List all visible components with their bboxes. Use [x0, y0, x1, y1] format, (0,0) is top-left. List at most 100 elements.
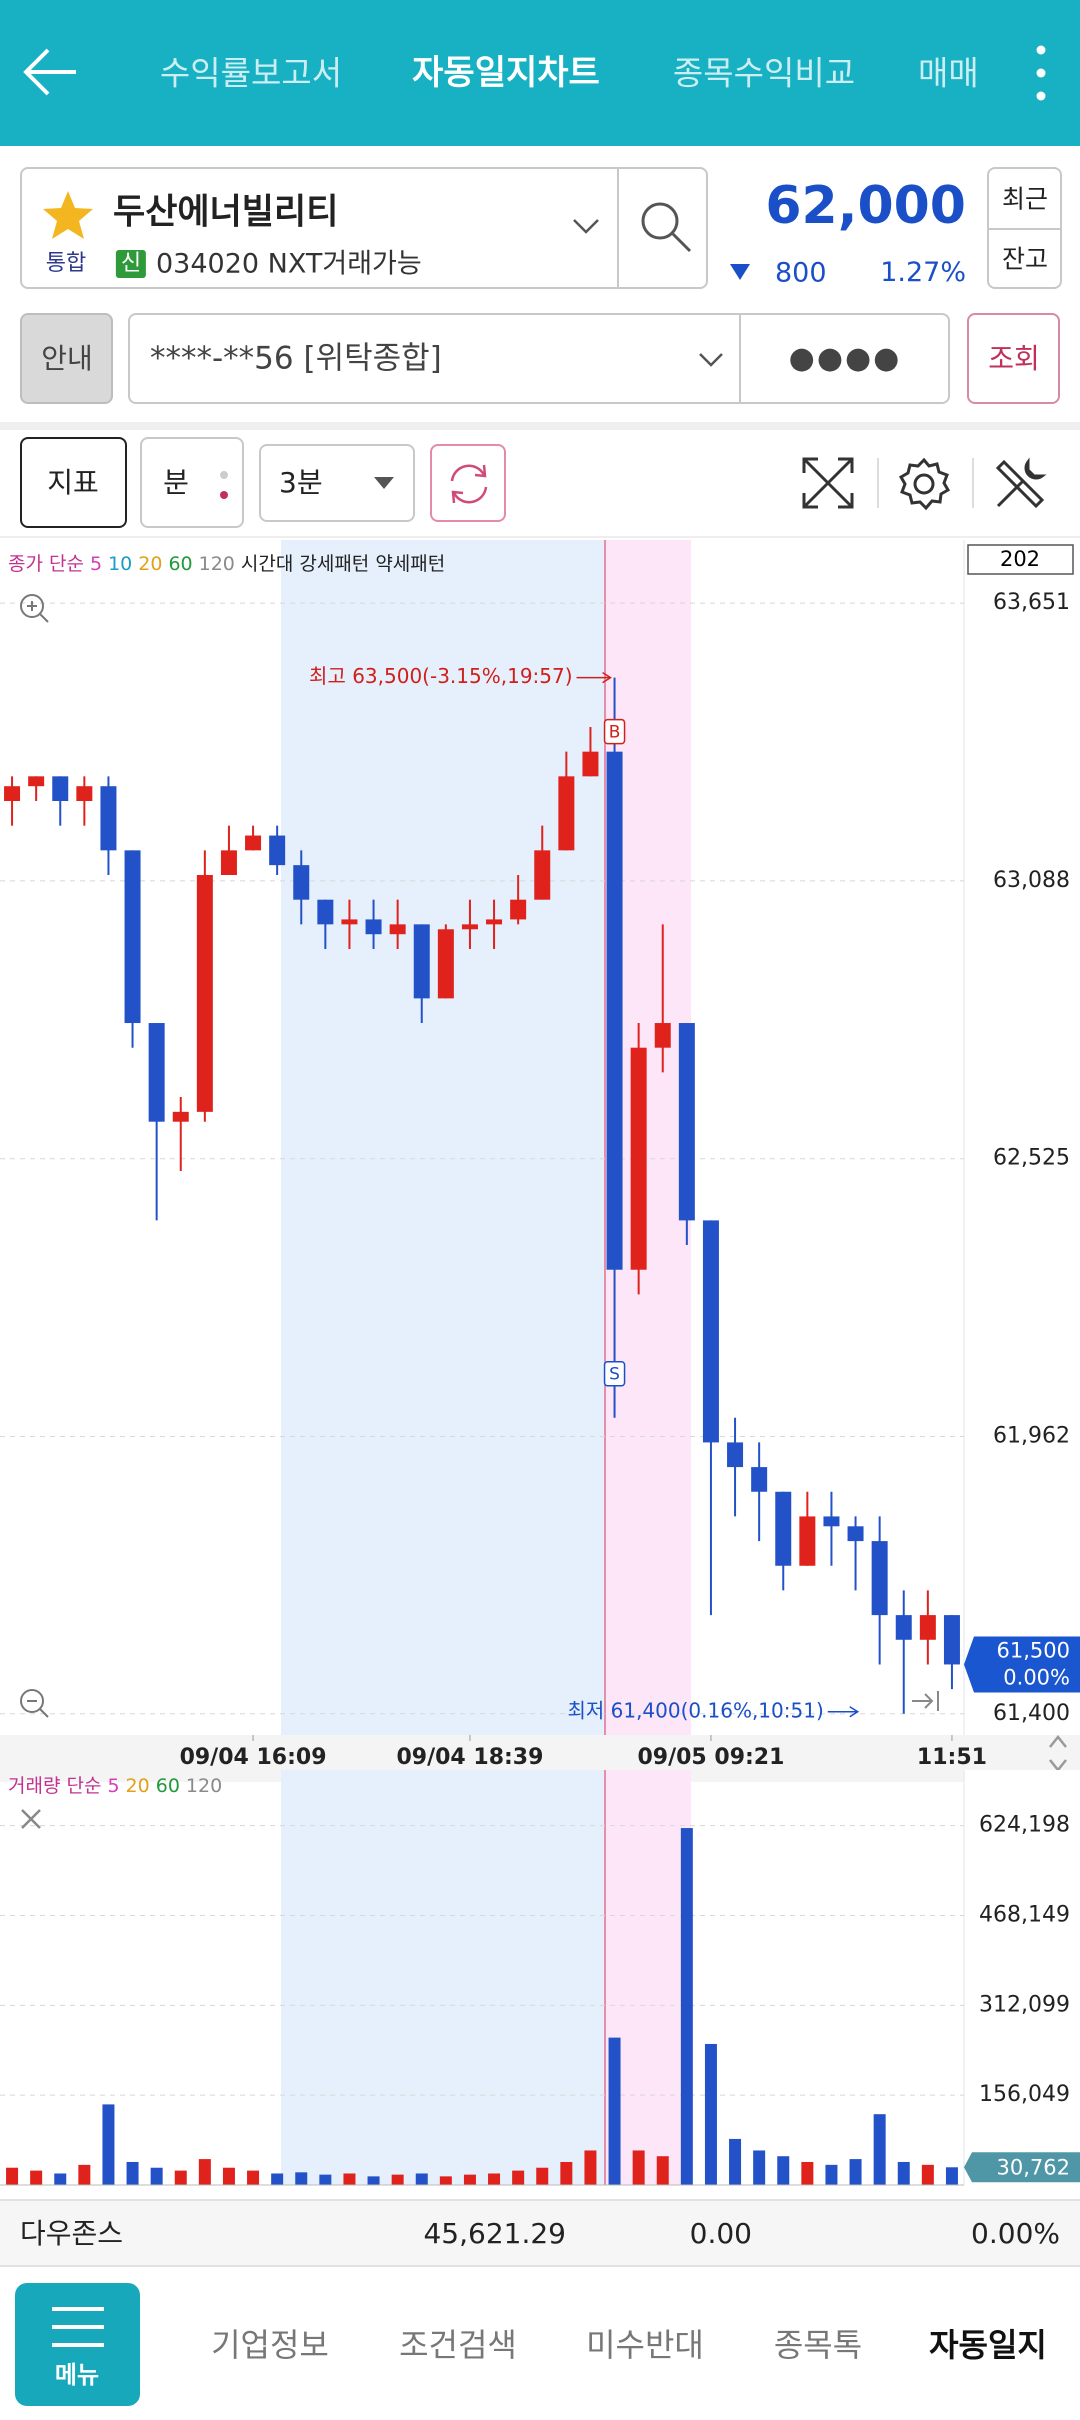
favorite-star[interactable]: [40, 189, 96, 243]
session-shade: [281, 540, 605, 1735]
volume-bar: [150, 2167, 163, 2185]
candle-body: [775, 1491, 792, 1566]
candle-body: [413, 924, 430, 999]
search-button[interactable]: [638, 199, 694, 255]
y-tick-label: 156,049: [979, 2082, 1070, 2107]
separator: [0, 536, 1080, 538]
volume-bar: [753, 2150, 766, 2185]
unit-button[interactable]: 분: [140, 437, 244, 528]
ticker-name: 다우존스: [20, 2217, 124, 2250]
low-annotation: 최저 61,400(0.16%,10:51): [567, 1698, 823, 1722]
candle-body: [317, 899, 334, 925]
divider: [989, 228, 1060, 230]
tab[interactable]: 매매: [918, 56, 979, 90]
candle-body: [389, 924, 406, 935]
zoom-button[interactable]: [20, 1689, 44, 1713]
legend: 종가 단순 5 10 20 60 120 시간대 강세패턴 약세패턴: [8, 553, 445, 575]
candle-body: [4, 786, 21, 802]
volume-bar: [78, 2164, 91, 2185]
volume-box: [964, 2152, 1080, 2183]
volume-bar: [102, 2104, 115, 2185]
zoom-button[interactable]: [20, 594, 44, 618]
candle-body: [293, 865, 310, 900]
candle-body: [654, 1023, 671, 1048]
credit-badge: 신: [115, 250, 147, 278]
volume-bar: [897, 2161, 910, 2185]
tab[interactable]: 종목수익비교: [672, 53, 856, 93]
candle-body: [871, 1541, 888, 1616]
nav-item-active[interactable]: 자동일지: [929, 2326, 1047, 2364]
candle-body: [245, 835, 262, 851]
dropdown-triangle: [374, 477, 394, 489]
fullscreen-button[interactable]: [800, 455, 856, 511]
volume-bar: [439, 2176, 452, 2185]
candle-body: [751, 1467, 768, 1492]
indicator-button[interactable]: 지표: [20, 437, 127, 528]
candle-body: [510, 899, 527, 920]
ticker-pct: 0.00%: [971, 2217, 1060, 2250]
volume-bar: [415, 2173, 428, 2185]
legend-item: 60: [168, 553, 192, 575]
volume-bar: [126, 2161, 139, 2185]
price-change-pct: 1.27%: [880, 257, 966, 288]
side-buttons: 최근 잔고: [987, 167, 1062, 289]
down-triangle: [730, 264, 750, 280]
x-tick-label: 11:51: [917, 1745, 987, 1770]
volume-bar: [367, 2176, 380, 2185]
nav-item[interactable]: 조건검색: [399, 2326, 517, 2364]
volume-bar: [632, 2150, 645, 2185]
indicator-label: 지표: [47, 466, 99, 499]
stock-box[interactable]: 두산에너빌리티 통합 신 034020 NXT거래가능: [20, 167, 708, 289]
query-button[interactable]: 조회: [967, 313, 1060, 404]
volume-bar: [30, 2170, 43, 2185]
volume-bar: [560, 2161, 573, 2185]
divider: [739, 315, 741, 402]
volume-bar: [945, 2167, 958, 2185]
tab[interactable]: 수익률보고서: [159, 53, 343, 93]
volume-box-value: 30,762: [997, 2155, 1070, 2179]
guide-label: 안내: [41, 342, 93, 375]
menu-label: 메뉴: [54, 2361, 100, 2389]
candle-body: [461, 924, 478, 930]
candle-body: [919, 1615, 936, 1640]
volume-bar: [849, 2159, 862, 2185]
password-field[interactable]: ●●●●: [788, 341, 902, 376]
account-box[interactable]: ****-**56 [위탁종합] ●●●●: [128, 313, 950, 404]
guide-button[interactable]: 안내: [20, 313, 113, 404]
y-tick-label: 62,525: [993, 1146, 1070, 1171]
candle-body: [196, 875, 213, 1112]
close-icon[interactable]: [21, 1809, 41, 1829]
volume-bar: [488, 2173, 501, 2185]
nav-item[interactable]: 기업정보: [211, 2326, 329, 2364]
scroll-end-icon: [912, 1691, 939, 1711]
y-tick-label: 63,088: [993, 868, 1070, 893]
volume-bar: [873, 2114, 886, 2185]
settings-button[interactable]: [896, 456, 952, 512]
interval-select[interactable]: 3분: [259, 444, 415, 522]
more-button[interactable]: [1030, 42, 1052, 104]
volume-bar: [463, 2174, 476, 2185]
divider: [877, 458, 879, 508]
interval-label: 3분: [279, 466, 323, 499]
axis-area: [964, 540, 1080, 1735]
nav-item[interactable]: 종목톡: [773, 2326, 863, 2364]
separator: [0, 422, 1080, 430]
sell-marker-box: [603, 1360, 626, 1387]
nav-item[interactable]: 미수반대: [586, 2326, 704, 2364]
balance-button[interactable]: 잔고: [1001, 244, 1049, 274]
volume-bar: [921, 2164, 934, 2185]
recent-button[interactable]: 최근: [1001, 184, 1049, 214]
session-shade: [281, 1770, 605, 2185]
unit-dots: [220, 471, 228, 499]
candle-body: [823, 1516, 840, 1527]
refresh-button[interactable]: [430, 444, 506, 522]
account-number: ****-**56 [위탁종합]: [150, 340, 442, 377]
back-button[interactable]: [22, 46, 80, 98]
bottom-nav: 메뉴 기업정보 조건검색 미수반대 종목톡 자동일지: [0, 2265, 1080, 2420]
tools-button[interactable]: [992, 456, 1048, 512]
current-price: 62,000: [765, 176, 966, 236]
legend-item: 20: [126, 1775, 150, 1797]
tab-active[interactable]: 자동일지차트: [412, 53, 600, 93]
menu-button[interactable]: 메뉴: [15, 2283, 140, 2406]
